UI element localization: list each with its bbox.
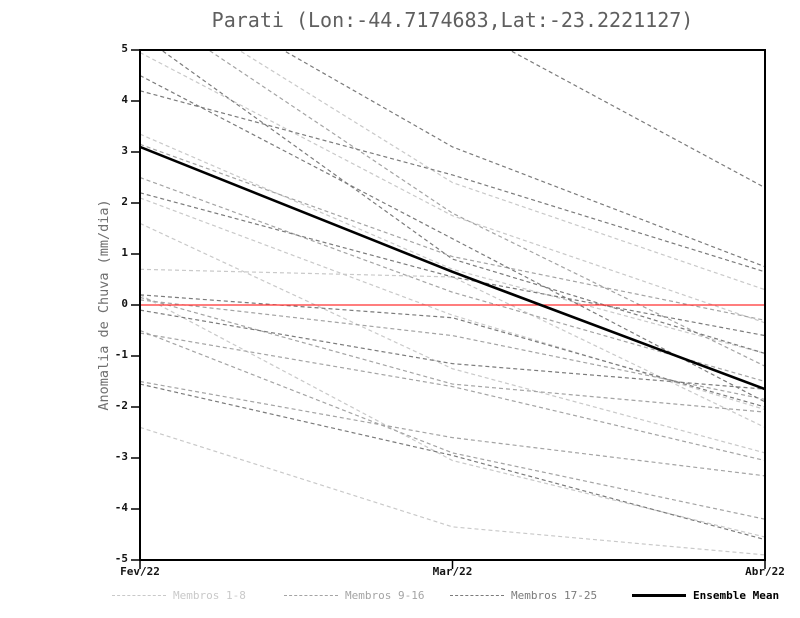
y-tick-label: -5 xyxy=(114,552,128,565)
legend-label-ensemble-mean: Ensemble Mean xyxy=(693,588,780,602)
legend-label-membros-17-25: Membros 17-25 xyxy=(511,588,598,602)
legend-item-membros-1-8: Membros 1-8 xyxy=(112,587,246,603)
y-tick-label: -4 xyxy=(114,501,128,514)
legend: Membros 1-8 Membros 9-16 Membros 17-25 E… xyxy=(0,587,800,609)
x-tick-label-abr22: Abr/22 xyxy=(745,565,785,578)
legend-line-membros-9-16-icon xyxy=(284,594,338,596)
y-tick-label: -2 xyxy=(114,399,128,412)
legend-item-membros-17-25: Membros 17-25 xyxy=(450,587,597,603)
y-tick-label: 5 xyxy=(121,42,128,55)
y-tick-label: -3 xyxy=(114,450,128,463)
y-tick-label: 0 xyxy=(121,297,128,310)
y-tick-label: 3 xyxy=(121,144,128,157)
y-tick-label: -1 xyxy=(114,348,128,361)
x-tick-label-mar22: Mar/22 xyxy=(432,565,473,578)
x-tick-label-fev22: Fev/22 xyxy=(120,565,160,578)
legend-line-ensemble-mean-icon xyxy=(632,593,686,597)
legend-label-membros-1-8: Membros 1-8 xyxy=(173,588,246,602)
legend-line-membros-1-8-icon xyxy=(112,594,166,596)
legend-label-membros-9-16: Membros 9-16 xyxy=(345,588,425,602)
legend-item-ensemble-mean: Ensemble Mean xyxy=(632,587,779,603)
y-tick-label: 4 xyxy=(121,93,128,106)
legend-line-membros-17-25-icon xyxy=(450,594,504,596)
y-tick-label: 1 xyxy=(121,246,128,259)
y-tick-label: 2 xyxy=(121,195,128,208)
chart-title: Parati (Lon:-44.7174683,Lat:-23.2221127) xyxy=(211,8,694,32)
legend-item-membros-9-16: Membros 9-16 xyxy=(284,587,424,603)
